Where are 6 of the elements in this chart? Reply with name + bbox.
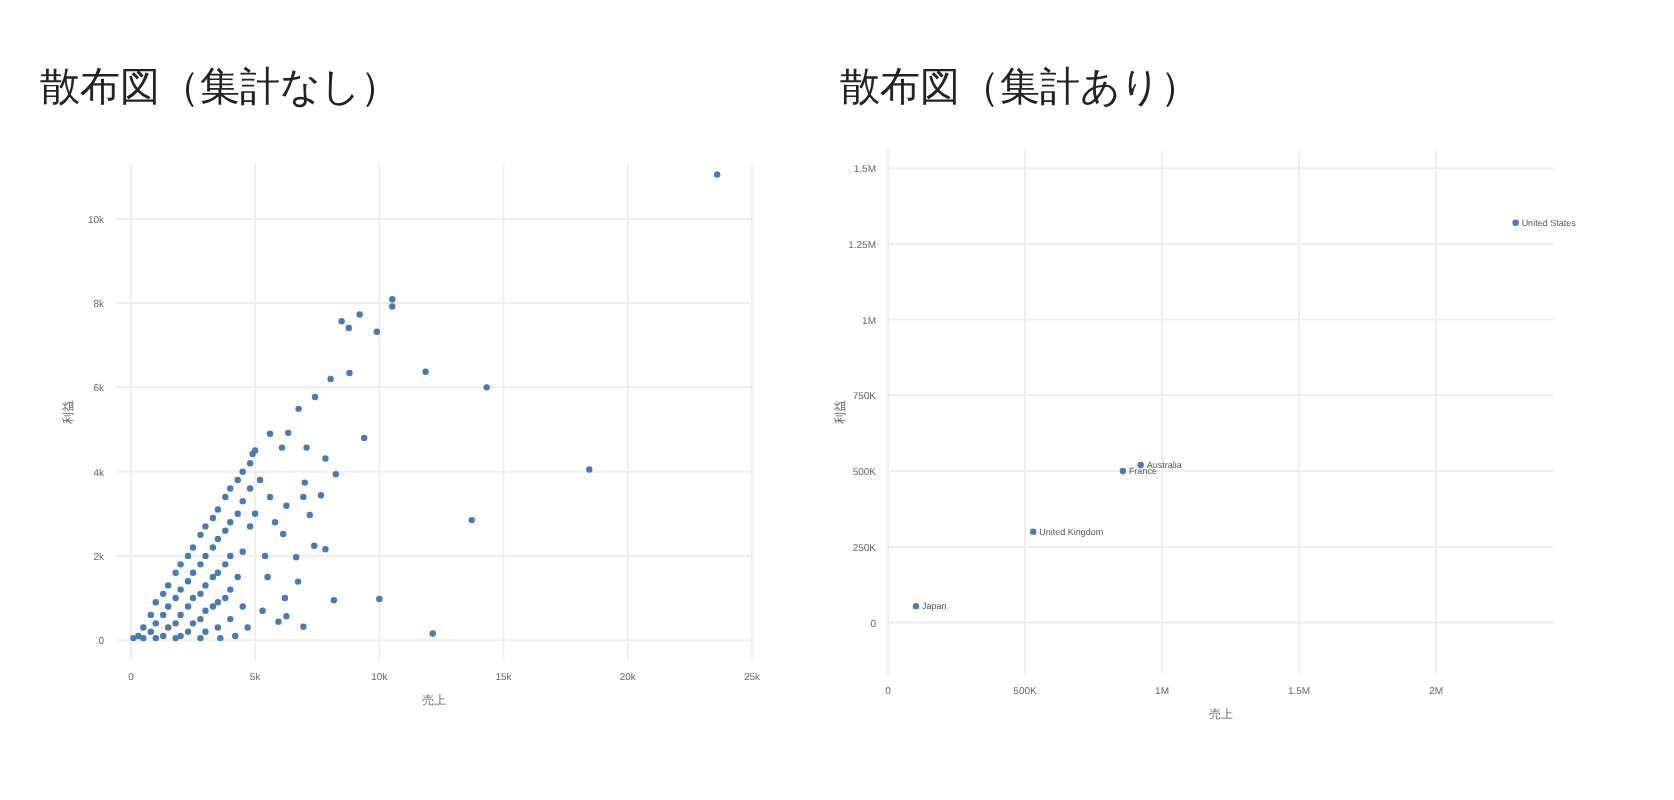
chart-title: 散布図（集計なし） bbox=[40, 66, 400, 110]
point bbox=[1119, 467, 1127, 475]
point bbox=[912, 602, 920, 610]
point bbox=[1512, 219, 1519, 226]
point bbox=[1030, 528, 1037, 535]
chart-title: 散布図（集計あり） bbox=[840, 66, 1200, 110]
